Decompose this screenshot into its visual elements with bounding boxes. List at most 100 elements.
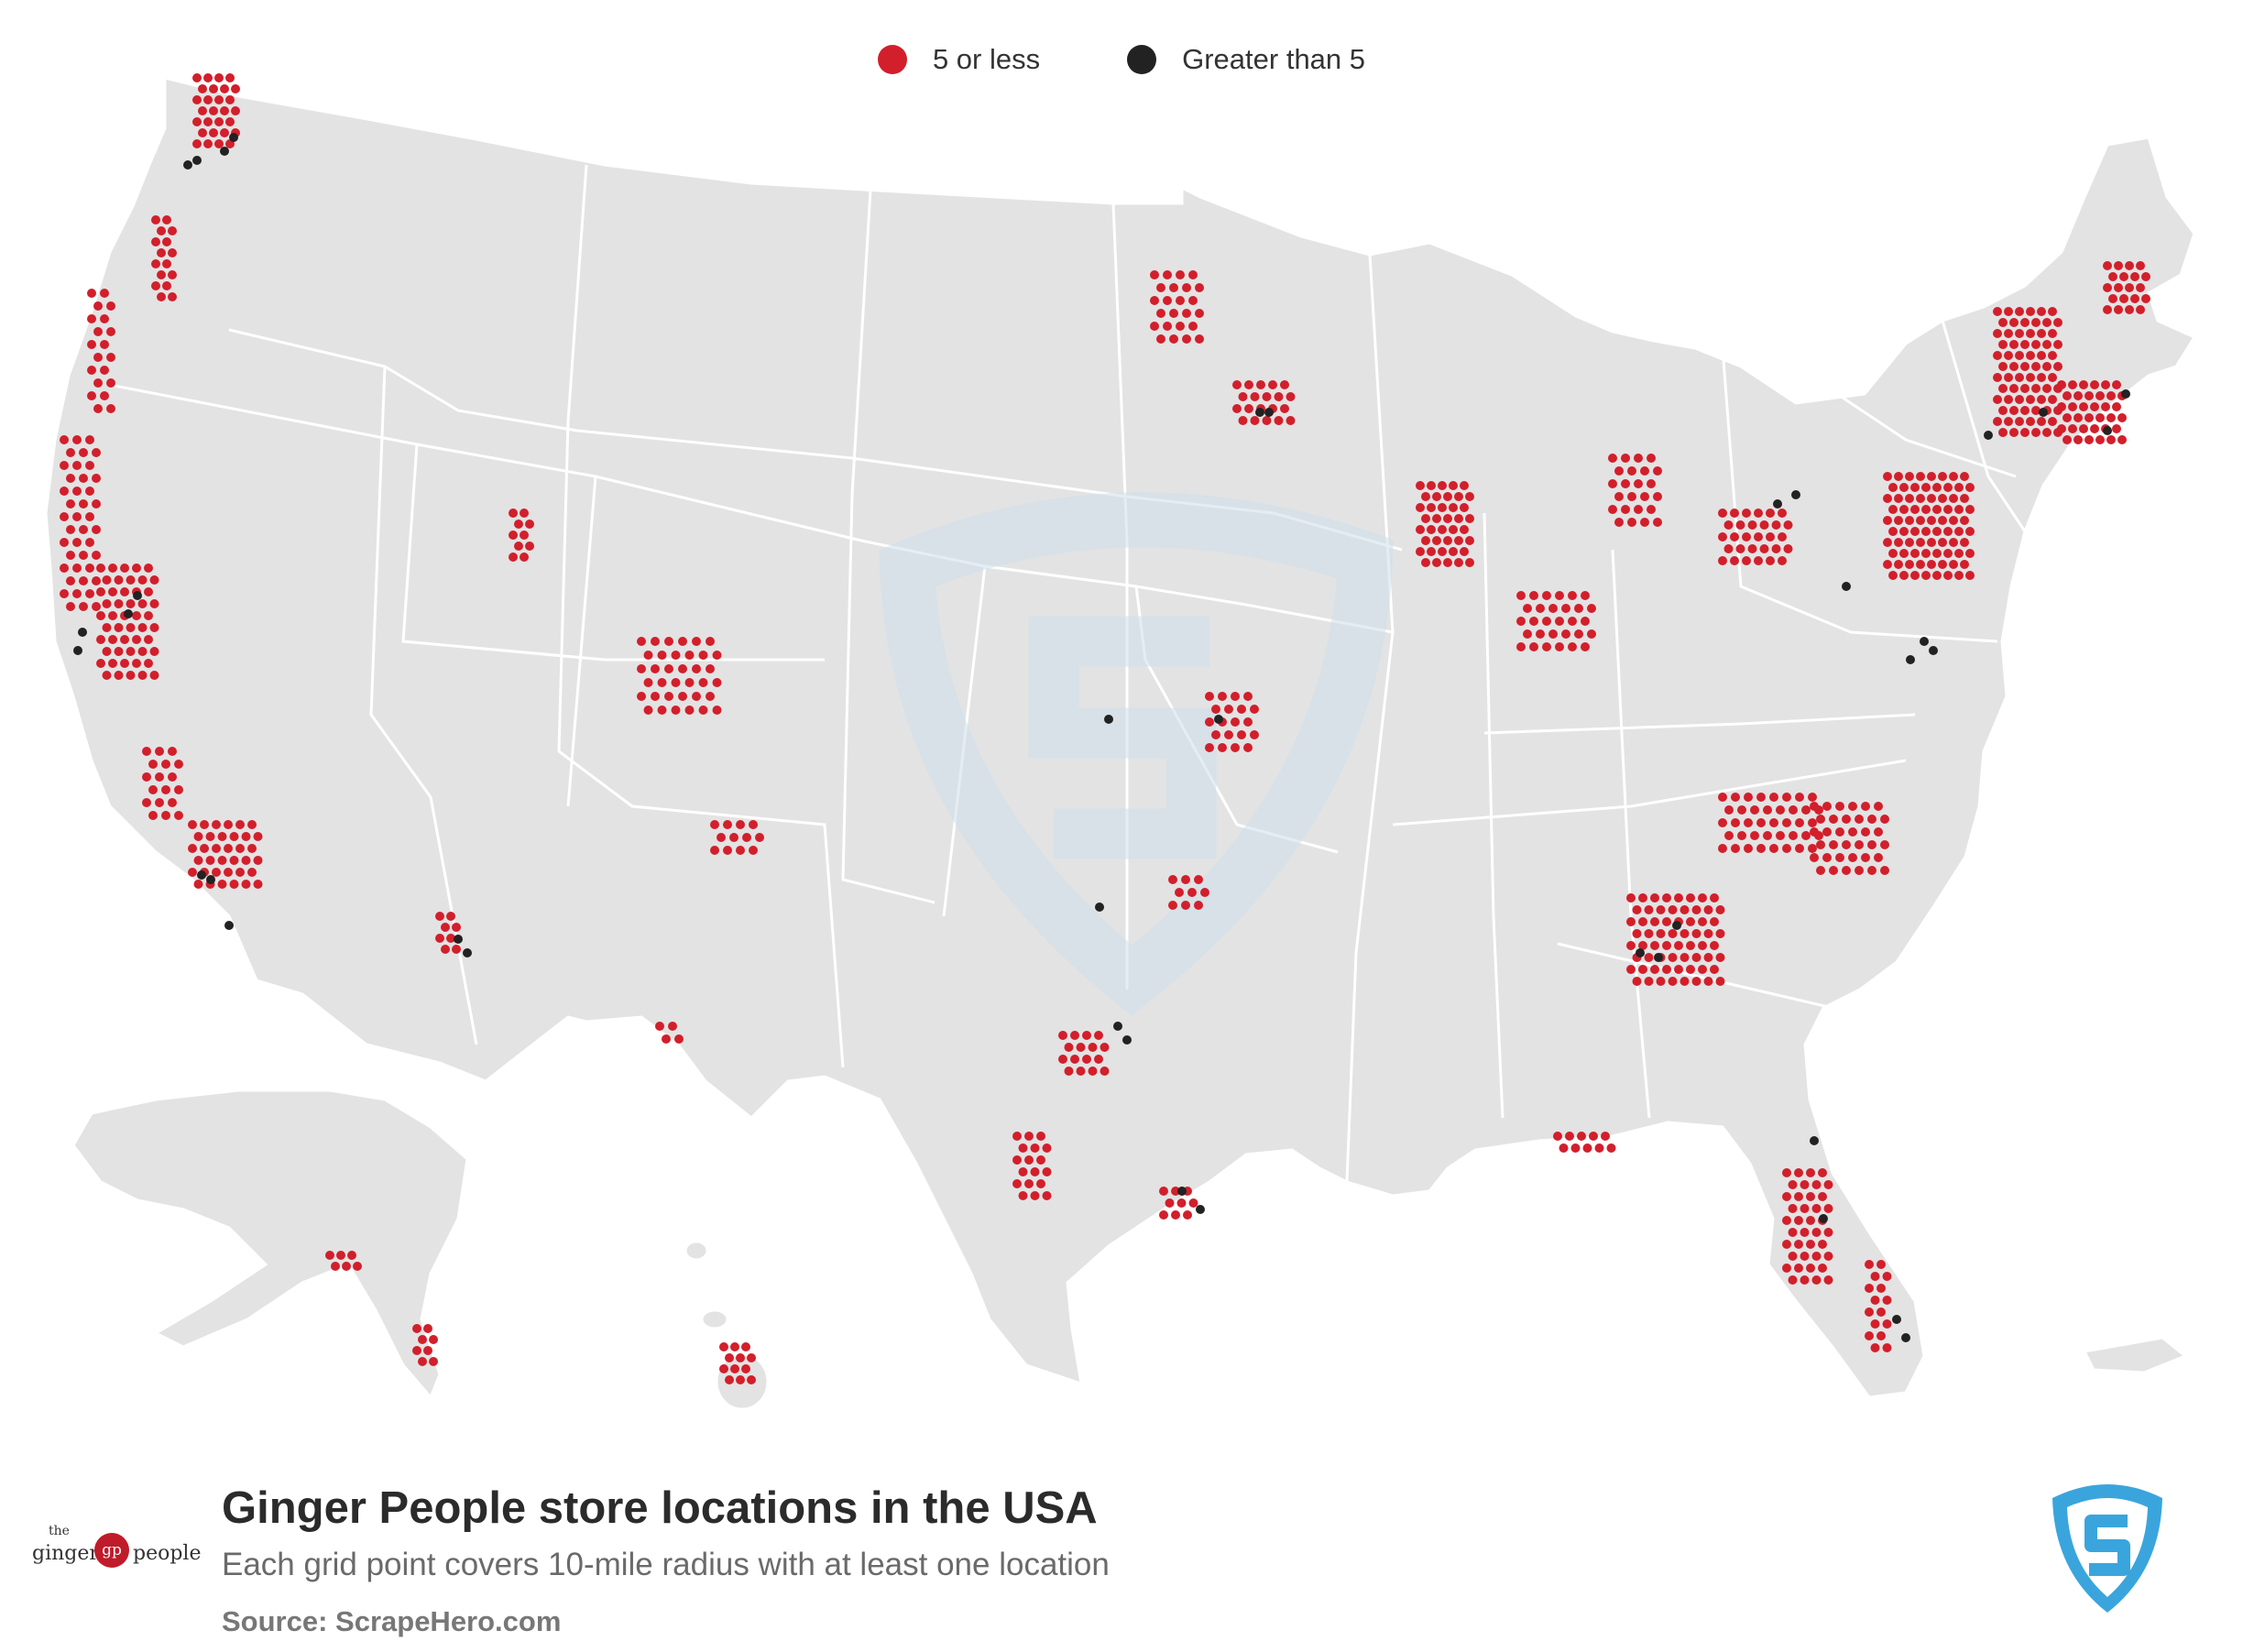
hawaii-island [684, 1240, 709, 1262]
location-dot [1754, 532, 1763, 542]
location-dot [1921, 571, 1931, 580]
location-dot [2053, 340, 2062, 349]
location-dot [1818, 1192, 1827, 1201]
location-dot [214, 95, 224, 104]
location-dot [168, 226, 177, 235]
location-dot [1883, 472, 1892, 481]
location-dot [1899, 483, 1909, 492]
location-dot [2048, 417, 2057, 426]
location-dot [1829, 815, 1838, 824]
location-dot [1218, 743, 1227, 752]
location-dot [102, 647, 112, 656]
location-dot [2090, 402, 2099, 411]
location-dot [87, 289, 96, 298]
location-dot [1188, 322, 1198, 331]
location-dot [1883, 560, 1892, 569]
location-dot [1621, 505, 1630, 514]
location-dot [717, 833, 726, 842]
location-dot [1822, 827, 1832, 837]
black-location-dots [73, 133, 2130, 1342]
location-dot [2095, 413, 2105, 422]
location-dot [509, 509, 518, 518]
location-dot [144, 611, 153, 620]
location-dot [1443, 558, 1452, 567]
location-dot [212, 844, 221, 853]
location-dot [1829, 840, 1838, 849]
location-dot [1960, 472, 1969, 481]
location-dot [102, 575, 112, 585]
location-dot [736, 1353, 745, 1362]
location-dot [651, 637, 660, 646]
location-dot [1449, 525, 1458, 534]
location-dot [87, 391, 96, 400]
location-dot [1800, 1204, 1810, 1213]
legend-label: Greater than 5 [1182, 43, 1366, 75]
location-dot [1662, 917, 1671, 926]
location-dot [1811, 1275, 1822, 1285]
location-dot [1691, 977, 1701, 986]
location-dot [1921, 505, 1931, 514]
location-dot [1516, 642, 1526, 651]
location-dot [664, 637, 673, 646]
location-dot [1626, 965, 1636, 974]
location-dot [719, 1342, 728, 1351]
location-dot [2015, 373, 2024, 382]
location-dot [1150, 322, 1159, 331]
location-dot [1421, 492, 1430, 501]
location-dot [1788, 1228, 1798, 1237]
location-dot [1949, 516, 1958, 525]
location-dot [509, 552, 518, 562]
location-dot [2031, 406, 2041, 415]
location-dot [1570, 1143, 1581, 1153]
location-dot [1710, 893, 1719, 903]
location-dot [2004, 351, 2013, 360]
location-dot [229, 832, 239, 841]
location-dot [100, 314, 109, 323]
location-dot [1548, 629, 1558, 639]
location-dot [1710, 941, 1719, 950]
location-dot [168, 772, 177, 782]
location-dot [2009, 318, 2019, 327]
location-dot [678, 637, 687, 646]
location-dot [1243, 692, 1253, 701]
location-dot [149, 671, 159, 680]
location-dot [1776, 831, 1785, 840]
location-dot [1766, 509, 1775, 518]
location-dot [1674, 893, 1683, 903]
location-dot [678, 692, 687, 701]
location-dot [2106, 413, 2116, 422]
location-dot [435, 934, 444, 943]
location-dot [1782, 818, 1791, 827]
location-dot [2015, 417, 2024, 426]
location-dot [1194, 901, 1203, 910]
location-dot [1698, 941, 1707, 950]
location-dot [235, 844, 245, 853]
location-dot [1916, 472, 1925, 481]
location-dot [2101, 380, 2110, 389]
location-dot [1954, 571, 1964, 580]
location-dot [1094, 1031, 1103, 1040]
location-dot [1686, 941, 1695, 950]
location-dot [1232, 404, 1242, 413]
location-dot [247, 844, 257, 853]
location-dot [1932, 571, 1942, 580]
location-dot [1668, 929, 1678, 938]
location-dot-dense [192, 156, 202, 165]
location-dot [1894, 560, 1903, 569]
location-dot [1870, 1343, 1880, 1352]
location-dot [157, 292, 166, 301]
location-dot [671, 678, 681, 687]
location-dot [1634, 479, 1643, 488]
location-dot [1829, 866, 1838, 875]
location-dot [1993, 307, 2002, 316]
location-dot [1910, 571, 1920, 580]
location-dot [1998, 406, 2008, 415]
location-dot [96, 611, 105, 620]
location-dot [108, 611, 117, 620]
location-dot [102, 599, 112, 608]
location-dot [144, 635, 153, 644]
location-dot [168, 292, 177, 301]
location-dot [1943, 483, 1953, 492]
location-dot [1460, 503, 1469, 512]
location-dot [1965, 483, 1975, 492]
